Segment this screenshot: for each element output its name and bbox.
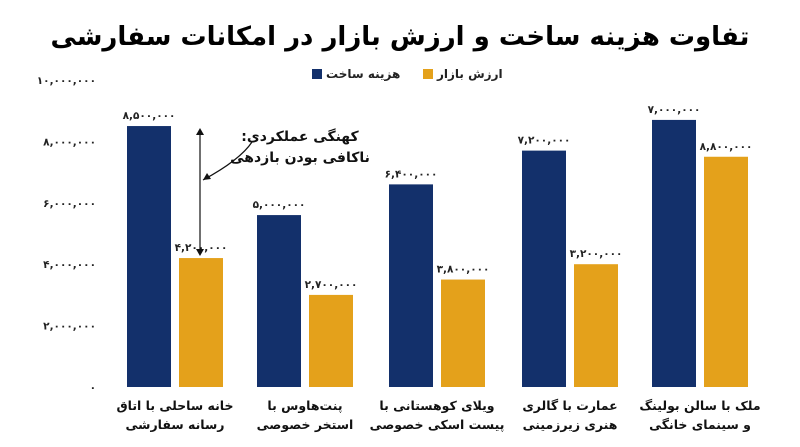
y-tick-label: ۰ (90, 382, 96, 394)
x-tick-label: خانه ساحلی با اتاق (116, 398, 233, 413)
y-tick-label: ۴,۰۰۰,۰۰۰ (43, 259, 96, 271)
x-tick-label: هنری زیرزمینی (523, 417, 618, 432)
bar-market-3 (574, 264, 618, 387)
data-label: ۸,۸۰۰,۰۰۰ (700, 141, 753, 153)
data-label: ۸,۵۰۰,۰۰۰ (123, 110, 176, 122)
bar-cost-3 (522, 150, 566, 387)
annotation: کهنگی عملکردی: ناکافی بودن بازدهی (196, 128, 370, 257)
bar-market-1 (309, 294, 353, 387)
bar-cost-4 (652, 119, 696, 387)
x-tick-label: عمارت با گالری (522, 398, 617, 413)
data-label: ۳,۸۰۰,۰۰۰ (437, 264, 490, 276)
data-label: ۲,۷۰۰,۰۰۰ (305, 279, 358, 291)
legend-swatch-0 (312, 69, 322, 79)
bars (127, 119, 748, 388)
bar-cost-1 (257, 215, 301, 387)
bar-cost-0 (127, 126, 171, 388)
data-label: ۷,۰۰۰,۰۰۰ (648, 104, 701, 116)
legend: هزینه ساخت ارزش بازار (312, 67, 503, 81)
data-label: ۳,۲۰۰,۰۰۰ (570, 248, 623, 260)
chart-title: تفاوت هزینه ساخت و ارزش بازار در امکانات… (51, 22, 750, 52)
bar-market-2 (441, 279, 485, 387)
x-tick-label: و سینمای خانگی (649, 417, 751, 432)
annotation-text: کهنگی عملکردی: (241, 128, 359, 145)
x-tick-label: ویلای کوهستانی با (379, 398, 494, 413)
data-labels: ۸,۵۰۰,۰۰۰ ۵,۰۰۰,۰۰۰ ۶,۴۰۰,۰۰۰ ۷,۲۰۰,۰۰۰ ۷,۰۰… (123, 104, 753, 291)
x-tick-label: پیست اسکی خصوصی (370, 417, 505, 432)
y-tick-label: ۱۰,۰۰۰,۰۰۰ (37, 75, 96, 87)
y-tick-label: ۲,۰۰۰,۰۰۰ (43, 321, 96, 333)
data-label: ۷,۲۰۰,۰۰۰ (518, 135, 571, 147)
y-axis: ۰ ۲,۰۰۰,۰۰۰ ۴,۰۰۰,۰۰۰ ۶,۰۰۰,۰۰۰ ۸,۰۰۰,۰۰۰ ۱۰,… (37, 75, 96, 394)
arrowhead-down (196, 249, 204, 257)
legend-label-0: هزینه ساخت (326, 67, 400, 81)
x-tick-label: ملک با سالن بولینگ (639, 398, 760, 413)
legend-swatch-1 (423, 69, 433, 79)
arrowhead-up (196, 128, 204, 136)
legend-label-1: ارزش بازار (436, 67, 503, 81)
y-tick-label: ۸,۰۰۰,۰۰۰ (43, 136, 96, 148)
data-label: ۶,۴۰۰,۰۰۰ (385, 168, 438, 180)
bar-cost-2 (389, 184, 433, 387)
x-tick-label: رسانه سفارشی (126, 417, 225, 432)
data-label: ۵,۰۰۰,۰۰۰ (253, 199, 306, 211)
annotation-text: ناکافی بودن بازدهی (230, 150, 370, 166)
data-label: ۴,۲۰۰,۰۰۰ (175, 242, 228, 254)
annotation-pointer-head (203, 173, 211, 180)
bar-market-0 (179, 258, 223, 387)
y-tick-label: ۶,۰۰۰,۰۰۰ (43, 198, 96, 210)
x-tick-label: استخر خصوصی (257, 417, 354, 432)
x-axis: خانه ساحلی با اتاق رسانه سفارشی پنت‌هاوس ب… (116, 398, 760, 432)
x-tick-label: پنت‌هاوس با (267, 398, 342, 413)
bar-market-4 (704, 156, 748, 387)
